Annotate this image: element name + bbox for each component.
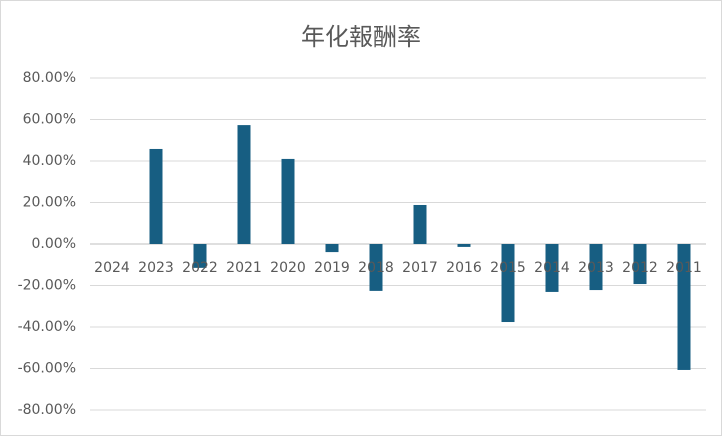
x-tick-label: 2022	[182, 260, 218, 276]
bar	[281, 158, 295, 244]
x-tick-label: 2024	[94, 260, 130, 276]
x-tick-label: 2019	[314, 260, 350, 276]
bar	[149, 148, 163, 244]
x-tick-label: 2018	[358, 260, 394, 276]
y-tick-label: -80.00%	[18, 402, 76, 418]
bar	[633, 244, 647, 285]
bar	[677, 244, 691, 370]
chart-title: 年化報酬率	[301, 23, 421, 51]
x-tick-label: 2021	[226, 260, 262, 276]
bar	[193, 244, 207, 268]
bar	[457, 244, 471, 247]
y-tick-label: -20.00%	[18, 278, 76, 294]
x-tick-label: 2017	[402, 260, 438, 276]
x-tick-label: 2016	[446, 260, 482, 276]
x-tick-label: 2020	[270, 260, 306, 276]
bar	[237, 125, 251, 244]
y-tick-label: 60.00%	[23, 112, 76, 128]
x-tick-label: 2011	[666, 260, 702, 276]
x-tick-label: 2023	[138, 260, 174, 276]
y-tick-label: 80.00%	[23, 70, 76, 86]
bar	[589, 244, 603, 291]
bar	[545, 244, 559, 292]
x-tick-label: 2014	[534, 260, 570, 276]
y-tick-label: -40.00%	[18, 319, 76, 335]
x-tick-label: 2015	[490, 260, 526, 276]
bar	[325, 244, 339, 253]
bar	[369, 244, 383, 291]
y-tick-label: -60.00%	[18, 361, 76, 377]
x-tick-label: 2012	[622, 260, 658, 276]
y-tick-label: 20.00%	[23, 195, 76, 211]
bar	[413, 204, 427, 244]
y-tick-label: 0.00%	[32, 236, 76, 252]
y-tick-label: 40.00%	[23, 153, 76, 169]
x-tick-label: 2013	[578, 260, 614, 276]
bar	[501, 244, 515, 323]
